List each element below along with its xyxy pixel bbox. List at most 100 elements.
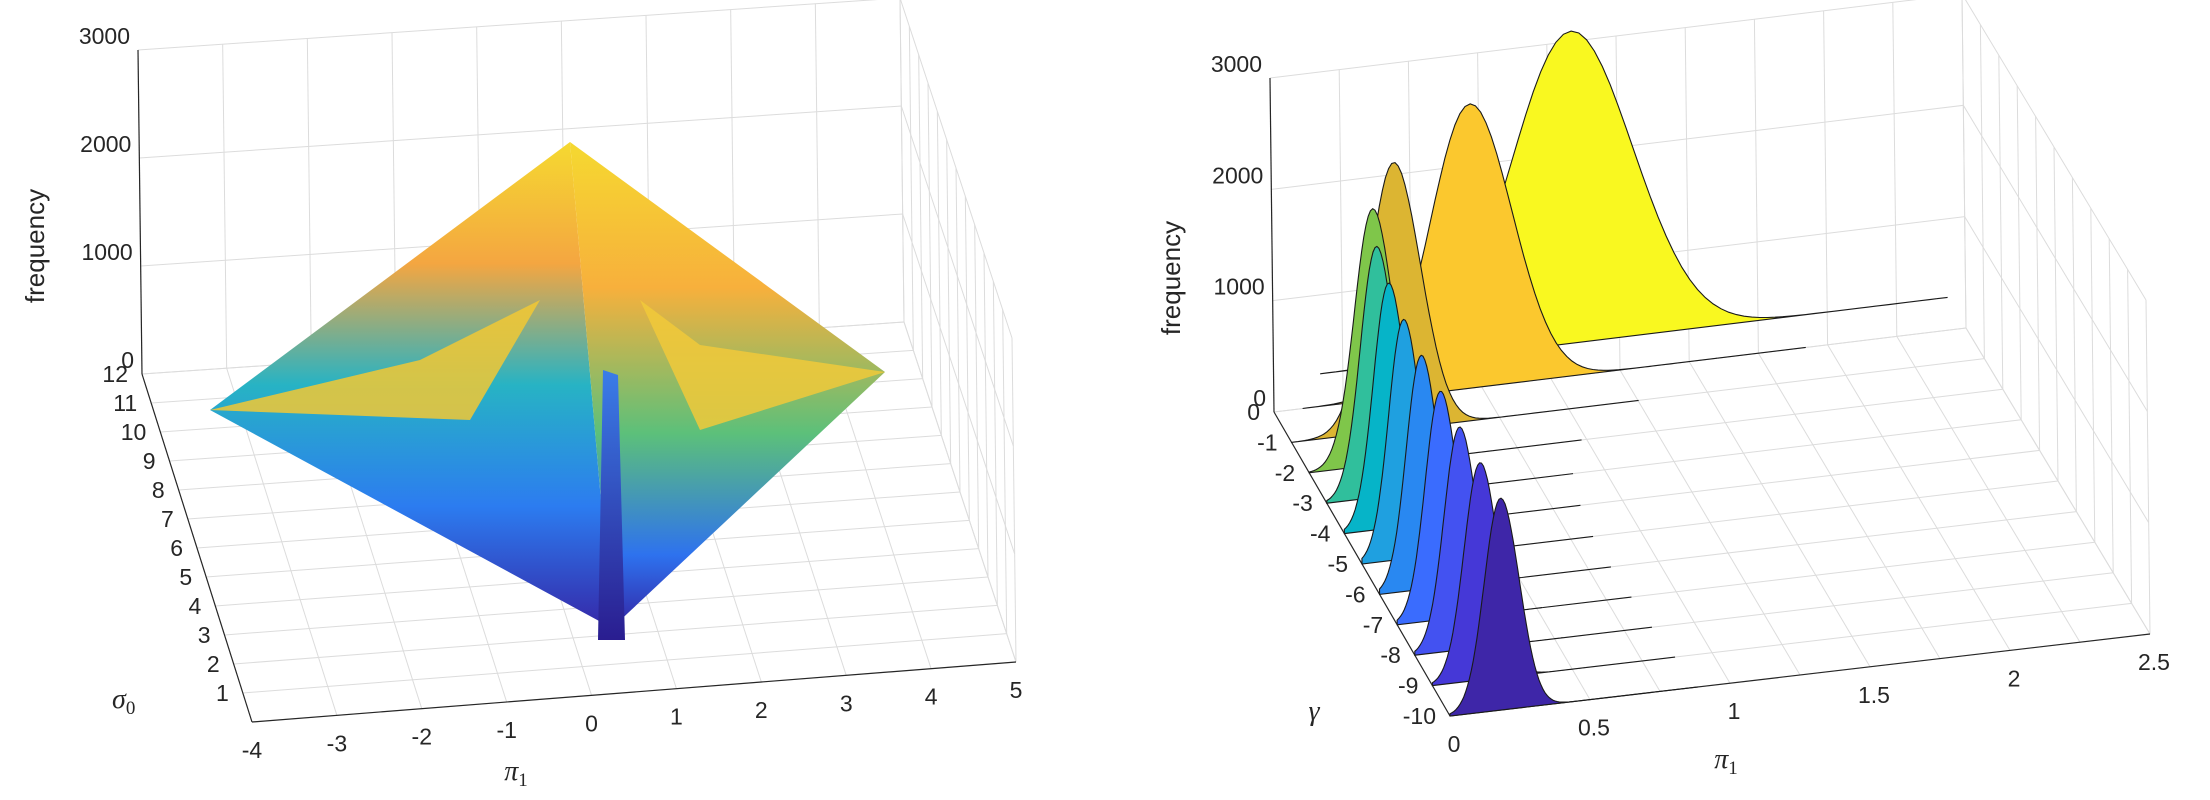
left-wall-gridline-z bbox=[137, 0, 1013, 339]
left-ylabel: σ0 bbox=[112, 684, 135, 719]
histogram-baseline bbox=[1936, 296, 1948, 300]
right-z-tick-label: 1000 bbox=[1213, 274, 1264, 300]
left-sidewall-gridline-y bbox=[927, 82, 933, 408]
left-y-tick-label: 11 bbox=[113, 390, 137, 416]
histogram-baseline bbox=[1492, 439, 1582, 452]
right-x-tick-label: 1 bbox=[1728, 698, 1741, 724]
left-y-tick-label: 7 bbox=[161, 506, 174, 532]
right-x-tick-label: 1.5 bbox=[1858, 682, 1890, 708]
right-sidewall-gridline-y bbox=[1998, 55, 2004, 390]
right-y-tick-label: -5 bbox=[1328, 551, 1348, 577]
left-x-tick-label: 0 bbox=[585, 710, 598, 736]
right-backwall-gridline-x bbox=[1892, 2, 1898, 337]
right-zlabel: frequency bbox=[1156, 221, 1186, 335]
left-y-tick-label: 3 bbox=[198, 622, 211, 648]
right-x-tick-label: 2.5 bbox=[2138, 649, 2170, 675]
left-sidewall-gridline-y bbox=[955, 167, 961, 493]
left-tick-labels: -4 -3 -2 -1 0 1 2 3 4 512345678910111201000200030… bbox=[79, 23, 1023, 763]
left-y-axis bbox=[141, 373, 253, 723]
histogram-baseline bbox=[1562, 626, 1652, 639]
left-sidewall-gridline-y bbox=[964, 196, 970, 521]
right-sidewall-gridline-y bbox=[2145, 299, 2151, 635]
right-sidewall-gridline-y bbox=[2108, 238, 2114, 573]
left-y-tick-label: 4 bbox=[189, 593, 202, 619]
left-z-tick-label: 1000 bbox=[81, 239, 132, 265]
right-wall-gridline-z bbox=[1269, 0, 2147, 301]
histogram-baseline bbox=[1549, 399, 1639, 412]
left-y-tick-label: 1 bbox=[216, 680, 229, 706]
left-sidewall-gridline-y bbox=[908, 26, 914, 351]
left-y-tick-label: 12 bbox=[102, 361, 128, 387]
right-tick-labels: 0 0.5 1 1.5 2 2.5 0 -1 -2 -3 -4 -5 -6 -7 -8 -9 -10 0 1000 2… bbox=[1211, 51, 2170, 757]
right-sidewall-gridline-y bbox=[2071, 177, 2077, 512]
left-y-tick-label: 10 bbox=[121, 419, 147, 445]
right-y-tick-label: -7 bbox=[1363, 612, 1383, 638]
right-sidewall-gridline-y bbox=[1979, 24, 1985, 359]
right-xlabel: π1 bbox=[1714, 744, 1738, 779]
right-ylabel: γ bbox=[1308, 696, 1320, 727]
left-y-tick-label: 5 bbox=[179, 564, 192, 590]
left-z-tick-label: 2000 bbox=[80, 131, 131, 157]
right-x-tick-label: 0 bbox=[1448, 731, 1461, 757]
left-y-tick-label: 6 bbox=[170, 535, 183, 561]
right-x-tick-label: 0.5 bbox=[1578, 715, 1610, 741]
right-sidewall-gridline-y bbox=[2090, 208, 2096, 543]
surface-right-wing bbox=[640, 300, 885, 430]
left-sidewall-gridline-y bbox=[974, 224, 980, 549]
histogram-baseline bbox=[1585, 656, 1676, 669]
left-x-tick-label: 1 bbox=[670, 704, 683, 730]
right-z-axis bbox=[1269, 77, 1275, 413]
right-sidewall-gridline-y bbox=[2016, 85, 2022, 420]
right-sidewall-gridline-y bbox=[2035, 116, 2041, 451]
left-wall-gridline-z bbox=[140, 213, 1016, 555]
right-y-tick-label: -2 bbox=[1275, 460, 1295, 486]
left-surface bbox=[210, 142, 885, 640]
left-x-tick-label: 4 bbox=[925, 684, 938, 710]
right-z-tick-label: 2000 bbox=[1212, 162, 1263, 188]
left-x-tick-label: -3 bbox=[327, 730, 347, 756]
left-sidewall-gridline-y bbox=[918, 54, 924, 379]
left-xlabel: π1 bbox=[504, 756, 528, 791]
left-x-tick-label: -2 bbox=[412, 724, 432, 750]
right-backwall-gridline-x bbox=[1753, 19, 1759, 354]
left-sidewall-gridline-y bbox=[983, 252, 989, 578]
right-x-tick-label: 2 bbox=[2008, 665, 2021, 691]
left-x-tick-label: -1 bbox=[496, 717, 516, 743]
right-y-tick-label: -8 bbox=[1380, 642, 1400, 668]
histogram-baseline bbox=[1503, 535, 1594, 548]
right-histogram-series bbox=[1291, 30, 1948, 717]
right-z-tick-label: 0 bbox=[1253, 385, 1266, 411]
right-y-tick-label: -3 bbox=[1292, 490, 1312, 516]
right-backwall-gridline-x bbox=[1338, 69, 1344, 404]
left-sidewall-gridline-y bbox=[936, 111, 942, 436]
left-x-tick-label: 2 bbox=[755, 697, 768, 723]
left-sidewall-gridline-y bbox=[992, 281, 998, 606]
left-x-tick-label: -4 bbox=[242, 737, 263, 763]
left-wall-gridline-z bbox=[139, 105, 1014, 447]
left-y-tick-label: 9 bbox=[143, 448, 156, 474]
left-y-tick-label: 8 bbox=[152, 477, 165, 503]
right-y-tick-label: -1 bbox=[1257, 429, 1277, 455]
histogram-baseline bbox=[1484, 473, 1574, 485]
surface-left-wing bbox=[210, 300, 540, 420]
left-x-tick-label: 5 bbox=[1010, 677, 1023, 703]
left-floor-gridline-y bbox=[242, 633, 1007, 694]
left-z-tick-label: 3000 bbox=[79, 23, 130, 49]
right-y-tick-label: 0 bbox=[1247, 399, 1260, 425]
chart-right: 0 0.5 1 1.5 2 2.5 0 -1 -2 -3 -4 -5 -6 -7 -8 -9 -10 0 1000 2… bbox=[1156, 0, 2170, 779]
left-x-tick-label: 3 bbox=[840, 690, 853, 716]
left-zlabel: frequency bbox=[20, 189, 50, 303]
right-y-tick-label: -9 bbox=[1398, 673, 1418, 699]
right-y-tick-label: -10 bbox=[1403, 703, 1436, 729]
right-backwall-gridline-x bbox=[1823, 10, 1829, 345]
left-y-tick-label: 2 bbox=[207, 651, 220, 677]
surface-central-ridge bbox=[598, 370, 625, 640]
left-sidewall-gridline-y bbox=[1002, 309, 1008, 634]
histogram-baseline bbox=[1542, 596, 1632, 609]
chart-left: -4 -3 -2 -1 0 1 2 3 4 512345678910111201000200030… bbox=[20, 0, 1022, 791]
right-sidewall-gridline-y bbox=[2127, 269, 2133, 604]
left-x-axis bbox=[251, 661, 1017, 723]
left-sidewall-gridline-y bbox=[899, 0, 905, 323]
histogram-series bbox=[1449, 497, 1609, 717]
